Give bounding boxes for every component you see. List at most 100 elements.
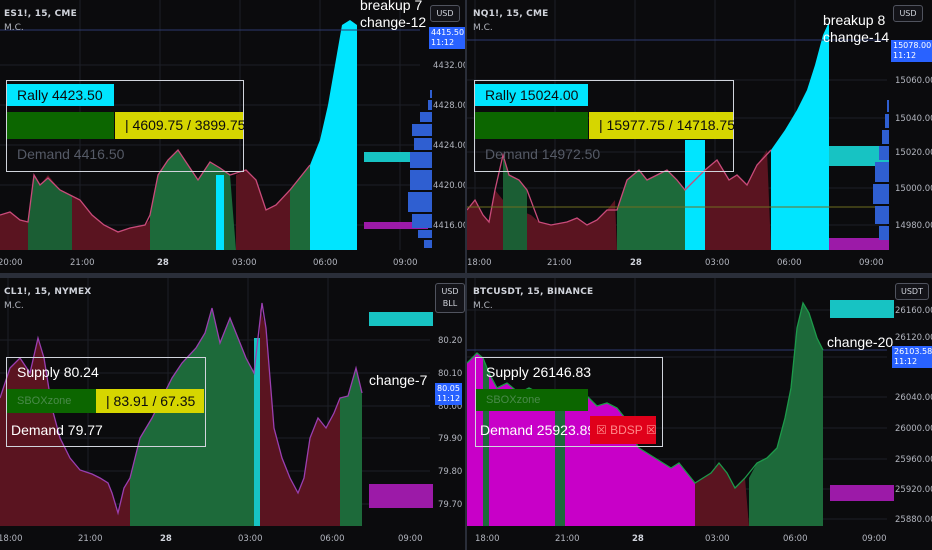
btc-countdown: 11:12 <box>894 357 918 366</box>
cl-demand-zone <box>369 484 433 508</box>
chart-panel-cl[interactable]: 80.20 80.10 80.00 79.90 79.80 79.70 18:0… <box>0 278 465 550</box>
btc-bull-bar <box>555 393 565 526</box>
panel-divider-horizontal[interactable] <box>0 273 932 278</box>
es-y-tick: 4424.00 <box>433 141 465 151</box>
btc-price-line <box>467 301 824 490</box>
cl-bull-area <box>130 308 258 526</box>
cl-unit-label: BLL <box>442 299 458 308</box>
chart-panel-nq[interactable]: 15060.00 15040.00 15020.00 15000.00 1498… <box>467 0 932 273</box>
nq-currency-button[interactable]: USD <box>893 5 923 22</box>
es-demand-zone <box>364 222 428 229</box>
btc-x-tick: 28 <box>632 534 644 544</box>
cl-info-box: Supply 80.24 SBOXzone | 83.91 / 67.35 De… <box>6 357 206 447</box>
cl-zone-label: SBOXzone <box>7 389 96 413</box>
cl-demand-row: Demand 79.77 <box>11 422 103 438</box>
nq-demand-row: Demand 14972.50 <box>485 146 601 162</box>
btc-change-label: change-20 <box>827 334 894 350</box>
btc-bear-area <box>695 463 749 526</box>
btc-currency-button[interactable]: USDT <box>895 283 929 300</box>
nq-y-tick: 15040.00 <box>895 114 932 124</box>
es-y-tick: 4432.00 <box>433 61 465 71</box>
btc-x-axis: 18:00 21:00 28 03:00 06:00 09:00 <box>475 534 887 544</box>
chart-panel-btc[interactable]: 26160.00 26120.00 26040.00 26000.00 2596… <box>467 278 932 550</box>
btc-y-tick: 26160.00 <box>895 306 932 316</box>
cl-supply-zone <box>369 312 433 326</box>
btc-demand-zone <box>830 485 894 501</box>
cl-x-axis: 18:00 21:00 28 03:00 06:00 09:00 <box>0 534 423 544</box>
cl-y-axis: 80.20 80.10 80.00 79.90 79.80 79.70 <box>438 336 462 510</box>
es-cyan-bar <box>216 175 224 250</box>
es-x-tick: 09:00 <box>393 258 418 268</box>
es-y-tick: 4420.00 <box>433 181 465 191</box>
es-indicator-label: M.C. <box>4 23 24 33</box>
cl-cyan-bar <box>254 338 260 526</box>
btc-supply-row: Supply 26146.83 <box>486 364 592 380</box>
nq-indicator-label: M.C. <box>473 23 493 33</box>
cl-price-tag: 80.05 11:12 <box>435 383 463 405</box>
nq-y-tick: 15000.00 <box>895 184 932 194</box>
nq-x-tick: 06:00 <box>777 258 802 268</box>
nq-info-box: Rally 15024.00 | 15977.75 / 14718.75 Dem… <box>474 80 735 172</box>
btc-x-tick: 06:00 <box>783 534 808 544</box>
cl-indicator-label: M.C. <box>4 301 24 311</box>
chart-panel-es[interactable]: 4432.00 4428.00 4424.00 4420.00 4416.00 … <box>0 0 465 273</box>
btc-y-tick: 25920.00 <box>895 485 932 495</box>
cl-annotation: change-7 <box>369 372 427 389</box>
es-bull-area <box>28 175 72 250</box>
cl-price-line <box>0 302 363 516</box>
es-y-axis: 4432.00 4428.00 4424.00 4420.00 4416.00 <box>433 61 465 231</box>
cl-currency-button[interactable]: USD BLL <box>435 283 465 313</box>
es-price-line <box>0 148 311 233</box>
es-chart-canvas[interactable]: 4432.00 4428.00 4424.00 4420.00 4416.00 … <box>0 0 465 273</box>
cl-bear-area <box>0 338 130 526</box>
es-info-box: Rally 4423.50 | 4609.75 / 3899.75 Demand… <box>6 80 245 172</box>
btc-annotation: change-20 <box>827 334 893 351</box>
btc-chart-canvas[interactable]: 26160.00 26120.00 26040.00 26000.00 2596… <box>467 278 932 550</box>
cl-range-row: | 83.91 / 67.35 <box>96 389 204 413</box>
cl-countdown: 11:12 <box>437 394 461 403</box>
es-price-tag: 4415.50 11:12 <box>429 27 465 49</box>
btc-last-price: 26103.58 <box>894 347 932 356</box>
nq-price-line <box>467 149 772 226</box>
cl-x-tick: 18:00 <box>0 534 23 544</box>
es-y-tick: 4416.00 <box>433 221 465 231</box>
nq-chart-canvas[interactable]: 15060.00 15040.00 15020.00 15000.00 1498… <box>467 0 932 273</box>
cl-x-tick: 09:00 <box>398 534 423 544</box>
nq-countdown: 11:12 <box>893 51 917 60</box>
btc-x-tick: 09:00 <box>862 534 887 544</box>
nq-x-tick: 28 <box>630 258 642 268</box>
cl-x-tick: 28 <box>160 534 172 544</box>
btc-symbol-title: BTCUSDT, 15, BINANCE <box>473 287 594 297</box>
btc-y-axis: 26160.00 26120.00 26040.00 26000.00 2596… <box>895 306 932 525</box>
btc-y-tick: 25880.00 <box>895 515 932 525</box>
nq-demand-zone <box>829 238 889 250</box>
es-bull-area-2 <box>150 150 236 250</box>
btc-x-tick: 03:00 <box>705 534 730 544</box>
nq-change-label: change-14 <box>823 29 890 45</box>
nq-x-tick: 21:00 <box>547 258 572 268</box>
nq-rally-row: Rally 15024.00 <box>475 84 588 106</box>
nq-green-cell <box>475 112 588 139</box>
es-x-tick: 06:00 <box>313 258 338 268</box>
es-countdown: 11:12 <box>431 38 455 47</box>
cl-bear-area-2 <box>260 308 340 526</box>
btc-demand-row: Demand 25923.89 <box>480 422 596 438</box>
nq-y-tick: 15060.00 <box>895 76 932 86</box>
es-x-tick: 21:00 <box>70 258 95 268</box>
es-breakup-label: breakup 7 <box>360 0 423 13</box>
nq-symbol-title: NQ1!, 15, CME <box>473 9 549 19</box>
nq-cyan-spike <box>771 22 829 250</box>
nq-x-tick: 03:00 <box>705 258 730 268</box>
btc-x-tick: 18:00 <box>475 534 500 544</box>
btc-price-tag: 26103.58 11:12 <box>892 346 932 368</box>
es-x-axis: 20:00 21:00 28 03:00 06:00 09:00 <box>0 258 418 268</box>
nq-bull-area-2 <box>617 170 685 250</box>
nq-price-tag: 15078.00 11:12 <box>891 40 932 62</box>
es-currency-button[interactable]: USD <box>430 5 460 22</box>
nq-volume-profile <box>873 100 889 240</box>
nq-last-price: 15078.00 <box>893 41 932 50</box>
cl-symbol-title: CL1!, 15, NYMEX <box>4 287 92 297</box>
es-supply-zone <box>364 152 428 162</box>
cl-supply-row: Supply 80.24 <box>17 364 99 380</box>
cl-x-tick: 06:00 <box>320 534 345 544</box>
